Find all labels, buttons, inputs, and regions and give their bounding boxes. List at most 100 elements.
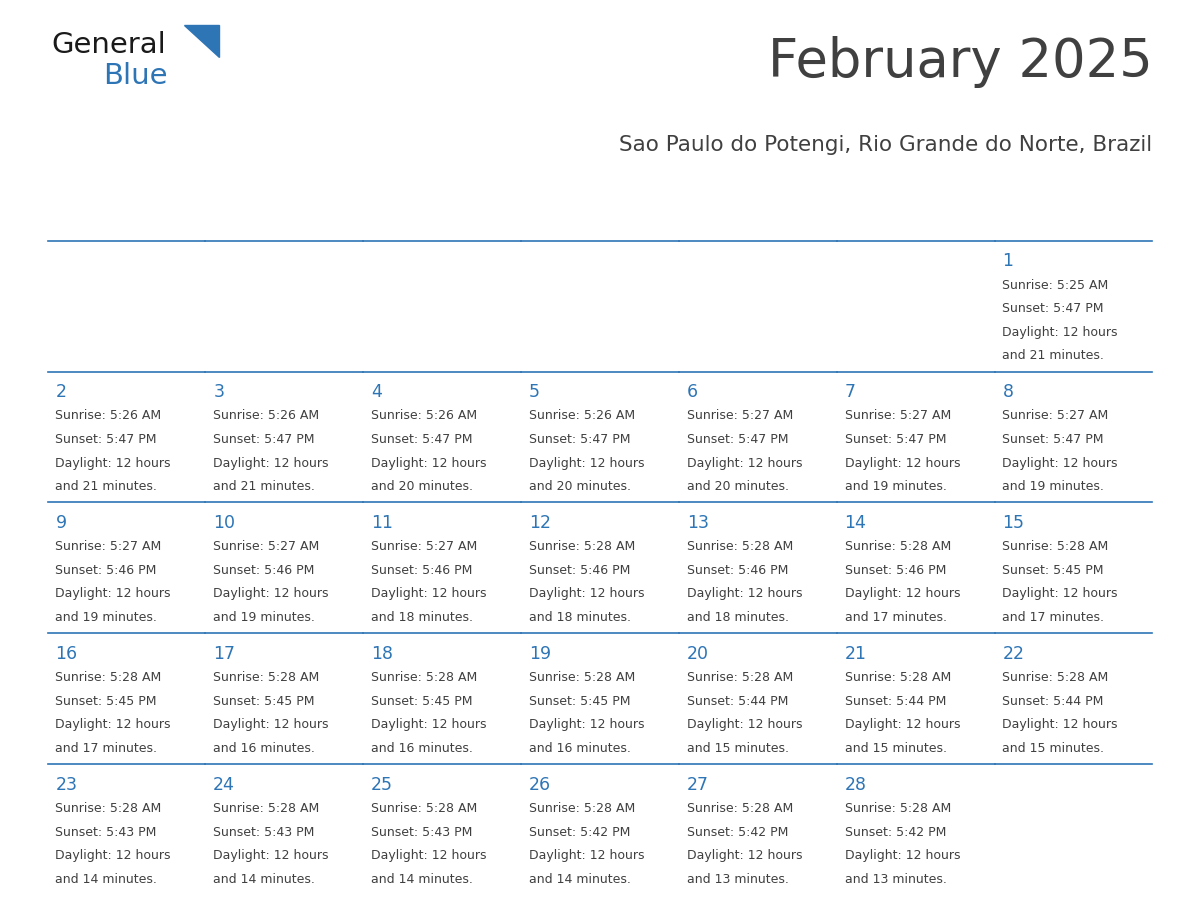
Text: Sunrise: 5:28 AM: Sunrise: 5:28 AM (371, 802, 478, 815)
Text: Daylight: 12 hours: Daylight: 12 hours (529, 456, 644, 470)
Text: and 20 minutes.: and 20 minutes. (529, 480, 631, 493)
Text: Sunset: 5:45 PM: Sunset: 5:45 PM (56, 695, 157, 708)
Text: and 13 minutes.: and 13 minutes. (845, 873, 947, 886)
Text: February 2025: February 2025 (767, 36, 1152, 87)
Text: and 18 minutes.: and 18 minutes. (529, 611, 631, 624)
Text: Daylight: 12 hours: Daylight: 12 hours (529, 849, 644, 862)
Text: Sunset: 5:42 PM: Sunset: 5:42 PM (687, 825, 788, 839)
Polygon shape (184, 25, 219, 57)
Text: and 17 minutes.: and 17 minutes. (845, 611, 947, 624)
Text: Daylight: 12 hours: Daylight: 12 hours (213, 588, 329, 600)
Text: and 21 minutes.: and 21 minutes. (213, 480, 315, 493)
Text: Sunset: 5:45 PM: Sunset: 5:45 PM (529, 695, 631, 708)
Text: Sunset: 5:47 PM: Sunset: 5:47 PM (56, 433, 157, 446)
Text: and 19 minutes.: and 19 minutes. (845, 480, 947, 493)
Text: Sunset: 5:47 PM: Sunset: 5:47 PM (213, 433, 315, 446)
Text: Sunrise: 5:28 AM: Sunrise: 5:28 AM (687, 671, 794, 684)
Text: and 16 minutes.: and 16 minutes. (213, 742, 315, 755)
Text: Sunrise: 5:28 AM: Sunrise: 5:28 AM (529, 541, 636, 554)
Text: Sunrise: 5:27 AM: Sunrise: 5:27 AM (845, 409, 950, 422)
Text: Sunset: 5:47 PM: Sunset: 5:47 PM (1003, 433, 1104, 446)
Text: Sunrise: 5:26 AM: Sunrise: 5:26 AM (371, 409, 478, 422)
Text: Sunset: 5:47 PM: Sunset: 5:47 PM (371, 433, 473, 446)
Text: Sunset: 5:45 PM: Sunset: 5:45 PM (1003, 564, 1104, 577)
Text: 19: 19 (529, 645, 551, 663)
Text: 24: 24 (213, 776, 235, 794)
Text: Sunset: 5:46 PM: Sunset: 5:46 PM (845, 564, 946, 577)
Text: Daylight: 12 hours: Daylight: 12 hours (371, 849, 487, 862)
Text: Sunrise: 5:25 AM: Sunrise: 5:25 AM (1003, 278, 1108, 292)
Text: 4: 4 (371, 384, 383, 401)
Text: Daylight: 12 hours: Daylight: 12 hours (845, 588, 960, 600)
Text: and 15 minutes.: and 15 minutes. (1003, 742, 1105, 755)
Text: Sunset: 5:43 PM: Sunset: 5:43 PM (56, 825, 157, 839)
Text: Sunrise: 5:27 AM: Sunrise: 5:27 AM (687, 409, 794, 422)
Text: and 20 minutes.: and 20 minutes. (371, 480, 473, 493)
Text: Sunrise: 5:28 AM: Sunrise: 5:28 AM (845, 541, 950, 554)
Text: Daylight: 12 hours: Daylight: 12 hours (845, 456, 960, 470)
Text: Sunset: 5:46 PM: Sunset: 5:46 PM (371, 564, 473, 577)
Text: Sunrise: 5:28 AM: Sunrise: 5:28 AM (213, 671, 320, 684)
Text: Daylight: 12 hours: Daylight: 12 hours (1003, 456, 1118, 470)
Text: Sunset: 5:44 PM: Sunset: 5:44 PM (1003, 695, 1104, 708)
Text: and 14 minutes.: and 14 minutes. (371, 873, 473, 886)
Text: Sunrise: 5:27 AM: Sunrise: 5:27 AM (371, 541, 478, 554)
Text: General: General (52, 31, 166, 60)
Text: Daylight: 12 hours: Daylight: 12 hours (371, 719, 487, 732)
Text: Daylight: 12 hours: Daylight: 12 hours (687, 588, 802, 600)
Text: and 21 minutes.: and 21 minutes. (1003, 349, 1105, 363)
Text: Saturday: Saturday (1005, 212, 1083, 230)
Text: Daylight: 12 hours: Daylight: 12 hours (371, 456, 487, 470)
Text: 16: 16 (56, 645, 77, 663)
Text: and 20 minutes.: and 20 minutes. (687, 480, 789, 493)
Text: Tuesday: Tuesday (374, 212, 446, 230)
Text: Daylight: 12 hours: Daylight: 12 hours (213, 849, 329, 862)
Text: Daylight: 12 hours: Daylight: 12 hours (845, 849, 960, 862)
Text: 14: 14 (845, 514, 866, 532)
Text: Sunset: 5:45 PM: Sunset: 5:45 PM (371, 695, 473, 708)
Text: Sunrise: 5:28 AM: Sunrise: 5:28 AM (1003, 541, 1108, 554)
Text: Sunset: 5:43 PM: Sunset: 5:43 PM (213, 825, 315, 839)
Text: and 17 minutes.: and 17 minutes. (1003, 611, 1105, 624)
Text: Monday: Monday (216, 212, 285, 230)
Text: 7: 7 (845, 384, 855, 401)
Text: 8: 8 (1003, 384, 1013, 401)
Text: Sunrise: 5:27 AM: Sunrise: 5:27 AM (213, 541, 320, 554)
Text: Sunrise: 5:27 AM: Sunrise: 5:27 AM (1003, 409, 1108, 422)
Text: and 14 minutes.: and 14 minutes. (213, 873, 315, 886)
Text: Daylight: 12 hours: Daylight: 12 hours (56, 456, 171, 470)
Text: Sunset: 5:47 PM: Sunset: 5:47 PM (687, 433, 789, 446)
Text: and 13 minutes.: and 13 minutes. (687, 873, 789, 886)
Text: Sunrise: 5:26 AM: Sunrise: 5:26 AM (529, 409, 636, 422)
Text: Daylight: 12 hours: Daylight: 12 hours (687, 719, 802, 732)
Text: 26: 26 (529, 776, 551, 794)
Text: and 19 minutes.: and 19 minutes. (213, 611, 315, 624)
Text: Sunrise: 5:28 AM: Sunrise: 5:28 AM (529, 802, 636, 815)
Text: Daylight: 12 hours: Daylight: 12 hours (687, 456, 802, 470)
Text: Sunset: 5:47 PM: Sunset: 5:47 PM (845, 433, 946, 446)
Text: 28: 28 (845, 776, 866, 794)
Text: 17: 17 (213, 645, 235, 663)
Text: 10: 10 (213, 514, 235, 532)
Text: Sunrise: 5:28 AM: Sunrise: 5:28 AM (845, 802, 950, 815)
Text: 2: 2 (56, 384, 67, 401)
Text: 23: 23 (56, 776, 77, 794)
Text: Sunday: Sunday (58, 212, 124, 230)
Text: and 16 minutes.: and 16 minutes. (529, 742, 631, 755)
Text: Sunset: 5:42 PM: Sunset: 5:42 PM (845, 825, 946, 839)
Text: Daylight: 12 hours: Daylight: 12 hours (213, 719, 329, 732)
Text: Sunset: 5:44 PM: Sunset: 5:44 PM (845, 695, 946, 708)
Text: Sunset: 5:46 PM: Sunset: 5:46 PM (529, 564, 631, 577)
Text: Daylight: 12 hours: Daylight: 12 hours (845, 719, 960, 732)
Text: Wednesday: Wednesday (532, 212, 633, 230)
Text: Daylight: 12 hours: Daylight: 12 hours (529, 719, 644, 732)
Text: Thursday: Thursday (690, 212, 771, 230)
Text: Sunset: 5:46 PM: Sunset: 5:46 PM (687, 564, 788, 577)
Text: Sunrise: 5:26 AM: Sunrise: 5:26 AM (213, 409, 320, 422)
Text: Daylight: 12 hours: Daylight: 12 hours (529, 588, 644, 600)
Text: Friday: Friday (848, 212, 901, 230)
Text: 11: 11 (371, 514, 393, 532)
Text: Sunset: 5:46 PM: Sunset: 5:46 PM (213, 564, 315, 577)
Text: 12: 12 (529, 514, 551, 532)
Text: Daylight: 12 hours: Daylight: 12 hours (56, 588, 171, 600)
